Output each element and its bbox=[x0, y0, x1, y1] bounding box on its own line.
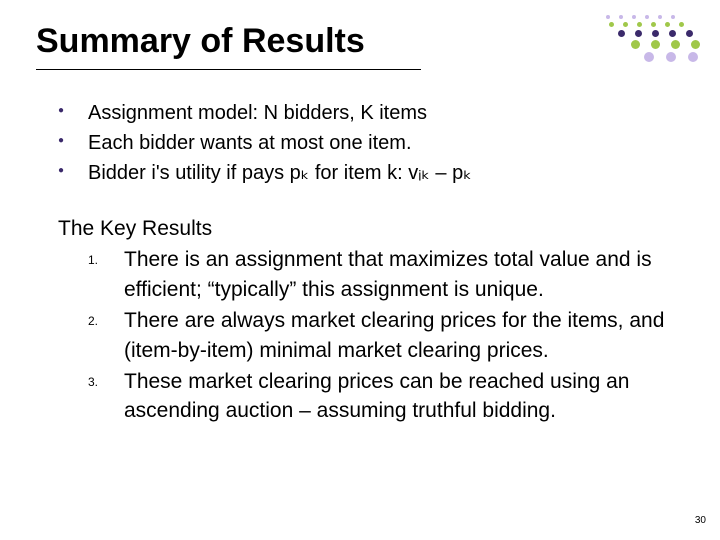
numbered-item: 3. These market clearing prices can be r… bbox=[88, 367, 684, 426]
page-number: 30 bbox=[695, 515, 706, 526]
deco-dot bbox=[671, 15, 675, 19]
deco-dot bbox=[619, 15, 623, 19]
num-marker: 2. bbox=[88, 313, 98, 330]
deco-dot bbox=[618, 30, 625, 37]
numbered-text: There is an assignment that maximizes to… bbox=[124, 248, 652, 300]
num-marker: 3. bbox=[88, 374, 98, 391]
deco-dot bbox=[691, 40, 700, 49]
deco-dot bbox=[671, 40, 680, 49]
deco-dot bbox=[609, 22, 614, 27]
deco-dot bbox=[688, 52, 698, 62]
deco-dot bbox=[637, 22, 642, 27]
num-marker: 1. bbox=[88, 252, 98, 269]
deco-dot bbox=[645, 15, 649, 19]
deco-dot bbox=[652, 30, 659, 37]
deco-dot bbox=[658, 15, 662, 19]
deco-dot bbox=[666, 52, 676, 62]
bullet-item: Assignment model: N bidders, K items bbox=[58, 98, 684, 128]
deco-dot bbox=[632, 15, 636, 19]
numbered-item: 1. There is an assignment that maximizes… bbox=[88, 245, 684, 304]
deco-dot bbox=[686, 30, 693, 37]
numbered-text: These market clearing prices can be reac… bbox=[124, 370, 629, 422]
deco-dot bbox=[631, 40, 640, 49]
deco-dot bbox=[606, 15, 610, 19]
deco-dot bbox=[665, 22, 670, 27]
subheading: The Key Results bbox=[58, 214, 684, 243]
title-rule bbox=[36, 69, 421, 70]
slide-title: Summary of Results bbox=[36, 22, 684, 61]
deco-dot bbox=[651, 22, 656, 27]
bullet-text: Assignment model: N bidders, K items bbox=[88, 102, 427, 124]
deco-dot bbox=[644, 52, 654, 62]
bullet-text: Bidder i's utility if pays pₖ for item k… bbox=[88, 162, 472, 184]
deco-dot bbox=[651, 40, 660, 49]
deco-dot bbox=[679, 22, 684, 27]
deco-dot bbox=[635, 30, 642, 37]
numbered-list: 1. There is an assignment that maximizes… bbox=[88, 245, 684, 425]
bullet-text: Each bidder wants at most one item. bbox=[88, 132, 412, 154]
bullet-item: Bidder i's utility if pays pₖ for item k… bbox=[58, 158, 684, 188]
deco-dot bbox=[623, 22, 628, 27]
numbered-text: There are always market clearing prices … bbox=[124, 309, 664, 361]
corner-dots-decoration bbox=[606, 15, 700, 62]
slide: Summary of Results Assignment model: N b… bbox=[0, 0, 720, 540]
bullet-list: Assignment model: N bidders, K items Eac… bbox=[58, 98, 684, 188]
deco-dot bbox=[669, 30, 676, 37]
numbered-item: 2. There are always market clearing pric… bbox=[88, 306, 684, 365]
bullet-item: Each bidder wants at most one item. bbox=[58, 128, 684, 158]
